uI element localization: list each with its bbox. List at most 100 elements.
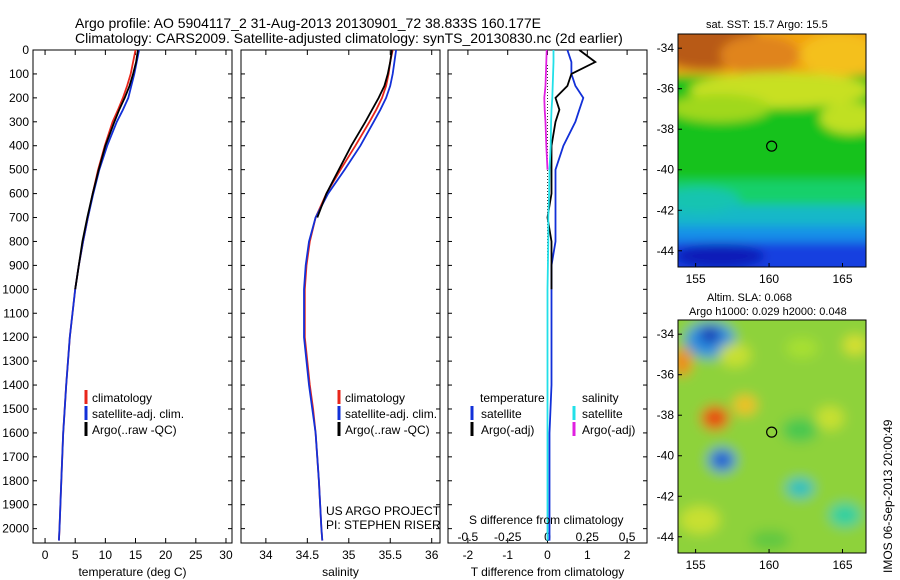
map-y-tick-label: -44: [657, 530, 675, 544]
x-tick-label: 10: [99, 548, 113, 562]
x-tick-label: -2: [463, 548, 474, 562]
x-tick-label: 20: [159, 548, 173, 562]
y-tick-label: 0: [22, 43, 29, 57]
y-tick-label: 1400: [2, 378, 29, 392]
difference-legend: temperature satellite Argo(-adj) salinit…: [469, 391, 635, 527]
float-position-marker: [766, 426, 778, 438]
legend-label: Argo(..raw -QC): [345, 423, 430, 437]
y-tick-label: 1600: [2, 426, 29, 440]
y-tick-label: 800: [9, 234, 29, 248]
y-tick-label: 900: [9, 258, 29, 272]
sst-map-panel: sat. SST: 15.7 Argo: 15.5 155 160 165 -34 -3…: [657, 19, 867, 286]
s-tick-label: -0.25: [494, 530, 522, 544]
sla-map-frame: [677, 319, 867, 554]
map-y-tick-label: -34: [657, 327, 675, 341]
x-tick-label: 30: [219, 548, 233, 562]
x-axis-label: salinity: [322, 565, 359, 579]
temperature-legend: climatology satellite-adj. clim. Argo(..…: [84, 390, 184, 437]
map-y-tick-label: -34: [657, 41, 675, 55]
series-line-satellite: [546, 50, 555, 541]
map-y-tick-label: -38: [657, 122, 675, 136]
y-tick-label: 700: [9, 211, 29, 225]
series-line-satellite-adj-clim-: [58, 49, 140, 541]
map-y-tick-label: -42: [657, 203, 675, 217]
legend-label: Argo(..raw -QC): [92, 423, 177, 437]
y-tick-label: 1700: [2, 450, 29, 464]
legend-label: satellite: [582, 407, 623, 421]
map-y-tick-label: -38: [657, 408, 675, 422]
sst-map-title: sat. SST: 15.7 Argo: 15.5: [706, 19, 828, 31]
y-tick-label: 300: [9, 115, 29, 129]
temperature-panel: 0 5 10 15 20 25 300100200300400500600700800900…: [2, 43, 233, 579]
salinity-plot-frame: [240, 49, 441, 544]
series-line-satellite: [548, 49, 585, 541]
salinity-legend: climatology satellite-adj. clim. Argo(..…: [326, 390, 441, 532]
x-tick-label: 25: [189, 548, 203, 562]
s-difference-axis-label: S difference from climatology: [469, 513, 624, 527]
x-tick-label: -1: [502, 548, 513, 562]
s-tick-label: 0.5: [619, 530, 636, 544]
legend-label: Argo(-adj): [481, 423, 534, 437]
x-tick-label: 34.5: [296, 548, 320, 562]
x-tick-label: 1: [584, 548, 591, 562]
map-y-tick-label: -42: [657, 489, 675, 503]
series-line-argo-raw-qc-: [74, 49, 139, 290]
series-line-argo-adj-: [546, 49, 598, 290]
figure-title-line2: Climatology: CARS2009. Satellite-adjuste…: [75, 30, 623, 46]
series-line-argo-adj-: [543, 49, 549, 170]
x-tick-label: 35: [342, 548, 356, 562]
figure-title-line1: Argo profile: AO 5904117_2 31-Aug-2013 2…: [75, 15, 541, 31]
pi-annotation: PI: STEPHEN RISER: [326, 518, 441, 532]
x-tick-label: 15: [129, 548, 143, 562]
x-tick-label: 34: [259, 548, 273, 562]
y-tick-label: 1900: [2, 498, 29, 512]
sla-map-title: Altim. SLA: 0.068: [707, 292, 792, 304]
sst-map-frame: [677, 33, 867, 268]
map-y-tick-label: -36: [657, 82, 675, 96]
legend-title-temperature: temperature: [480, 391, 545, 405]
series-line-argo-raw-qc-: [316, 49, 393, 218]
map-x-tick-label: 165: [832, 272, 852, 286]
x-tick-label: 2: [624, 548, 631, 562]
map-x-tick-label: 160: [759, 272, 779, 286]
map-x-tick-label: 160: [759, 558, 779, 572]
legend-label: satellite: [481, 407, 522, 421]
y-tick-label: 1100: [3, 306, 29, 320]
x-tick-label: 0: [42, 548, 49, 562]
y-tick-label: 1300: [2, 354, 29, 368]
map-x-tick-label: 155: [686, 272, 706, 286]
legend-label: climatology: [92, 391, 152, 405]
x-tick-label: 36: [425, 548, 439, 562]
map-y-tick-label: -40: [657, 449, 675, 463]
sst-map-image: [678, 34, 866, 267]
legend-label: satellite-adj. clim.: [345, 407, 437, 421]
imos-timestamp: IMOS 06-Sep-2013 20:00:49: [881, 419, 895, 573]
s-tick-label: 0.25: [576, 530, 600, 544]
x-axis-label: T difference from climatology: [471, 565, 625, 579]
map-x-tick-label: 155: [686, 558, 706, 572]
y-tick-label: 1500: [2, 402, 29, 416]
legend-label: Argo(-adj): [582, 423, 635, 437]
map-x-tick-label: 165: [832, 558, 852, 572]
series-line-satellite-adj-clim-: [303, 49, 397, 541]
project-annotation: US ARGO PROJECT: [326, 504, 441, 518]
float-position-marker: [766, 140, 778, 152]
s-tick-label: -0.5: [458, 530, 479, 544]
legend-title-salinity: salinity: [582, 391, 619, 405]
y-tick-label: 200: [9, 91, 29, 105]
legend-label: satellite-adj. clim.: [92, 407, 184, 421]
y-tick-label: 1800: [2, 474, 29, 488]
x-tick-label: 5: [72, 548, 79, 562]
salinity-panel: 34 34.5 35 35.5 36 salinity: [241, 49, 440, 579]
difference-panel: -2 -1 0 1 2-0.5 -0.25 0 0.25 0.5T difference fro…: [448, 49, 647, 579]
y-tick-label: 500: [9, 163, 29, 177]
sla-map-image: [678, 320, 866, 553]
x-axis-label: temperature (deg C): [78, 565, 186, 579]
map-y-tick-label: -40: [657, 163, 675, 177]
y-tick-label: 1000: [2, 282, 29, 296]
y-tick-label: 100: [9, 67, 29, 81]
y-tick-label: 2000: [2, 522, 29, 536]
x-tick-label: 35.5: [379, 548, 403, 562]
legend-label: climatology: [345, 391, 405, 405]
